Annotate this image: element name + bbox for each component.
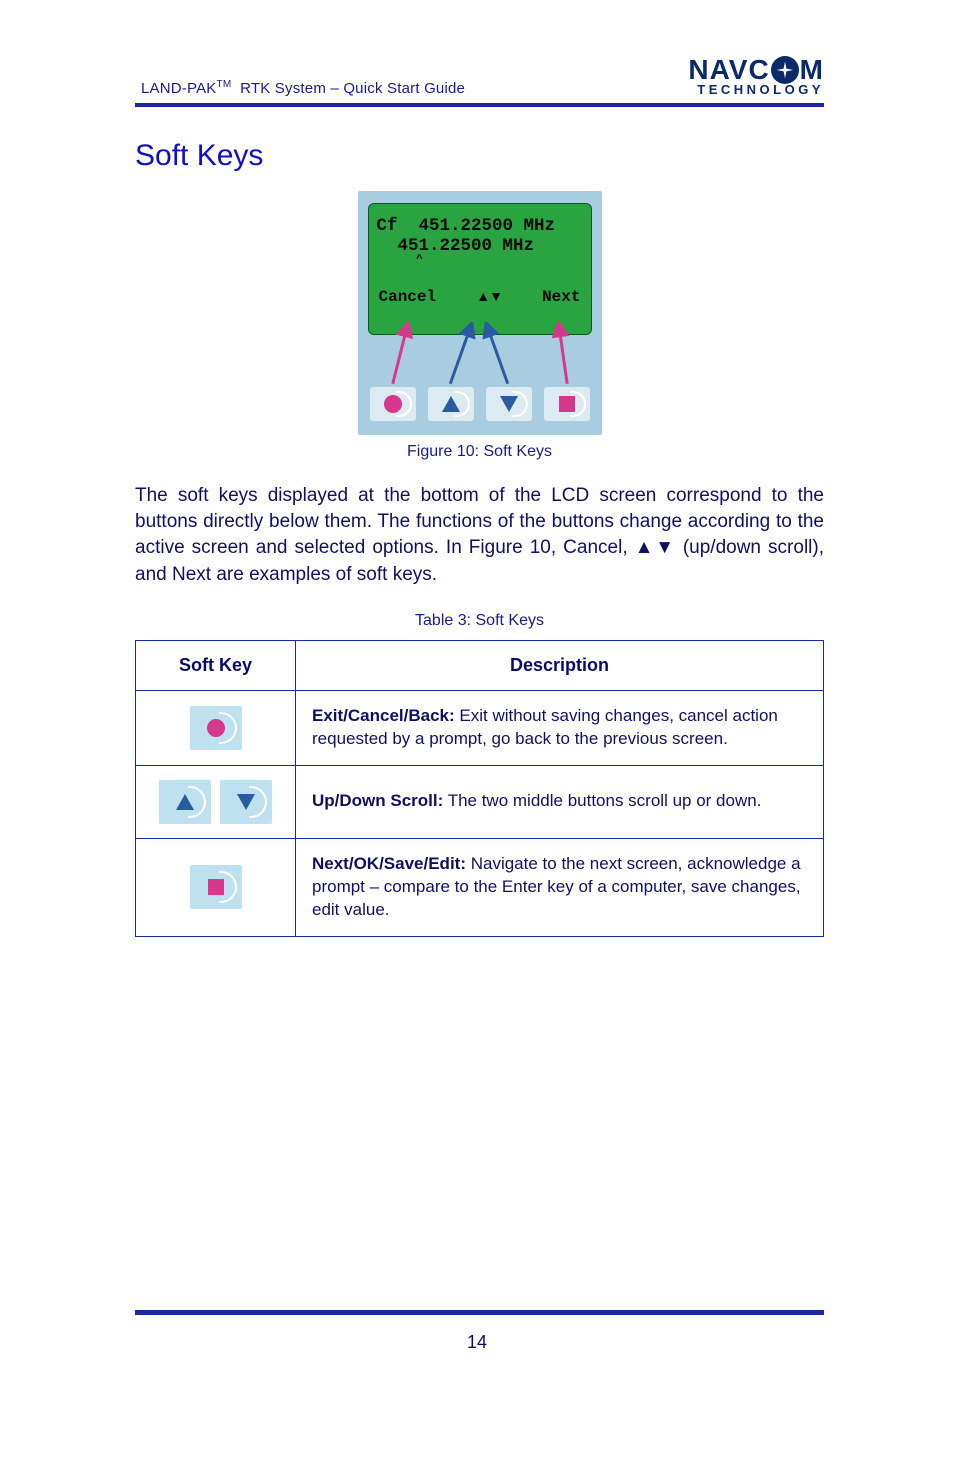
triangle-up-icon bbox=[176, 794, 194, 810]
mini-key-square bbox=[190, 865, 242, 909]
page-number: 14 bbox=[0, 1332, 954, 1353]
row-label: Exit/Cancel/Back: bbox=[312, 706, 455, 725]
screen-line2: 451.22500 MHz bbox=[377, 236, 583, 256]
desc-cell: Up/Down Scroll: The two middle buttons s… bbox=[296, 765, 824, 838]
compass-icon bbox=[771, 56, 799, 84]
circle-icon bbox=[207, 719, 225, 737]
qs-guide: RTK System – Quick Start Guide bbox=[236, 80, 465, 97]
square-icon bbox=[208, 879, 224, 895]
body-paragraph: The soft keys displayed at the bottom of… bbox=[135, 483, 824, 588]
softkey-updown: ▲▼ bbox=[476, 288, 502, 306]
table-row: Next/OK/Save/Edit: Navigate to the next … bbox=[136, 838, 824, 936]
keycell-updown bbox=[136, 765, 296, 838]
logo-text-left: NAVC bbox=[688, 57, 769, 82]
arrow-overlay bbox=[369, 322, 591, 392]
table-caption: Table 3: Soft Keys bbox=[135, 612, 824, 630]
navcom-logo: NAVC M TECHNOLOGY bbox=[688, 56, 824, 97]
bottom-rule bbox=[135, 1310, 824, 1315]
row-text: The two middle buttons scroll up or down… bbox=[443, 791, 761, 810]
keycell-square bbox=[136, 838, 296, 936]
keycell-circle bbox=[136, 690, 296, 765]
table-row: Exit/Cancel/Back: Exit without saving ch… bbox=[136, 690, 824, 765]
table-row: Up/Down Scroll: The two middle buttons s… bbox=[136, 765, 824, 838]
softkey-row: Cancel ▲▼ Next bbox=[377, 288, 583, 306]
th-desc: Description bbox=[296, 640, 824, 690]
header-product-line: LAND-PAKTM RTK System – Quick Start Guid… bbox=[135, 79, 465, 97]
hw-key-square[interactable] bbox=[544, 387, 590, 421]
hw-key-circle[interactable] bbox=[370, 387, 416, 421]
hardware-key-row bbox=[368, 387, 592, 421]
mini-key-down bbox=[220, 780, 272, 824]
row-label: Next/OK/Save/Edit: bbox=[312, 854, 466, 873]
mini-key-up bbox=[159, 780, 211, 824]
tm-mark: TM bbox=[217, 79, 232, 90]
table-header-row: Soft Key Description bbox=[136, 640, 824, 690]
desc-cell: Exit/Cancel/Back: Exit without saving ch… bbox=[296, 690, 824, 765]
triangle-down-icon bbox=[500, 396, 518, 412]
screen-caret: ^ bbox=[377, 254, 583, 266]
softkey-next: Next bbox=[542, 288, 580, 306]
section-heading: Soft Keys bbox=[135, 139, 824, 173]
square-icon bbox=[559, 396, 575, 412]
top-rule bbox=[135, 103, 824, 107]
figure-caption: Figure 10: Soft Keys bbox=[135, 443, 824, 461]
desc-cell: Next/OK/Save/Edit: Navigate to the next … bbox=[296, 838, 824, 936]
logo-top: NAVC M bbox=[688, 56, 824, 84]
device-mockup: Cf 451.22500 MHz 451.22500 MHz ^ Cancel … bbox=[358, 191, 602, 435]
circle-icon bbox=[384, 395, 402, 413]
row-label: Up/Down Scroll: bbox=[312, 791, 443, 810]
triangle-up-icon bbox=[442, 396, 460, 412]
lcd-screen: Cf 451.22500 MHz 451.22500 MHz ^ Cancel … bbox=[368, 203, 592, 335]
screen-line1: Cf 451.22500 MHz bbox=[377, 216, 583, 236]
logo-text-right: M bbox=[800, 57, 824, 82]
figure-wrap: Cf 451.22500 MHz 451.22500 MHz ^ Cancel … bbox=[135, 191, 824, 435]
softkey-table: Soft Key Description Exit/Cancel/Back: E… bbox=[135, 640, 824, 937]
th-key: Soft Key bbox=[136, 640, 296, 690]
product-name: LAND-PAK bbox=[141, 80, 217, 97]
mini-key-circle bbox=[190, 706, 242, 750]
page-header: LAND-PAKTM RTK System – Quick Start Guid… bbox=[135, 60, 824, 97]
softkey-cancel: Cancel bbox=[379, 288, 437, 306]
hw-key-down[interactable] bbox=[486, 387, 532, 421]
triangle-down-icon bbox=[237, 794, 255, 810]
logo-bottom: TECHNOLOGY bbox=[697, 82, 824, 97]
hw-key-up[interactable] bbox=[428, 387, 474, 421]
